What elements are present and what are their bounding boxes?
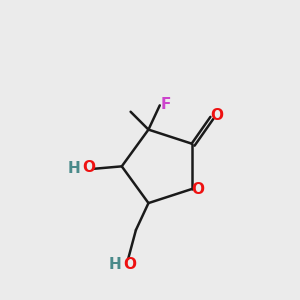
Text: O: O	[123, 256, 136, 272]
Text: O: O	[192, 182, 205, 197]
Text: O: O	[82, 160, 95, 175]
Text: O: O	[211, 108, 224, 123]
Text: F: F	[161, 97, 172, 112]
Text: H: H	[68, 161, 81, 176]
Text: H: H	[109, 257, 122, 272]
